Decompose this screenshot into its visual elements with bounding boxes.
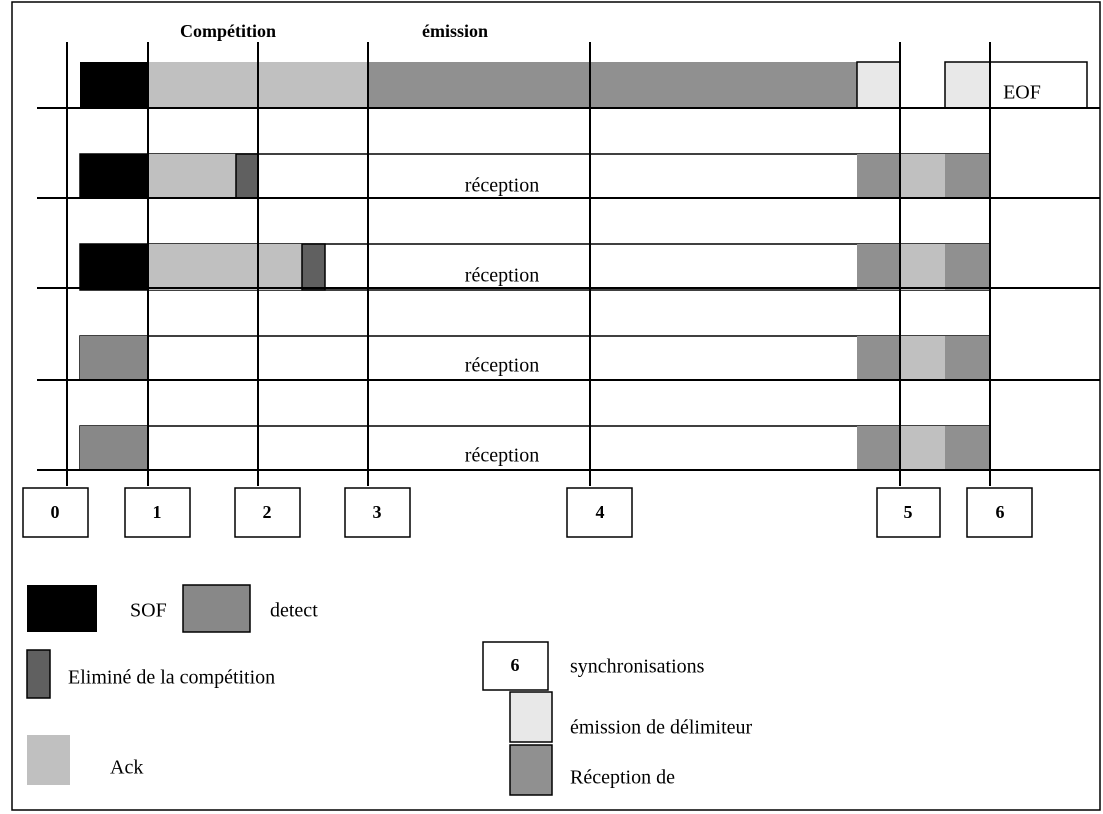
legend-label: émission de délimiteur [570, 717, 753, 739]
legend-sync-box [482, 641, 549, 691]
reception [945, 154, 990, 198]
reception [945, 244, 990, 290]
ack [900, 426, 945, 470]
reception [945, 336, 990, 380]
reception [857, 336, 900, 380]
legend-swatch [27, 585, 97, 632]
ack [148, 154, 236, 198]
legend-label: detect [270, 600, 318, 622]
legend-swatch [509, 744, 553, 796]
row-label: réception [465, 355, 539, 377]
ack [148, 244, 302, 290]
row: réception [79, 153, 991, 199]
reception [857, 426, 900, 470]
emission [368, 62, 857, 108]
ack [900, 154, 945, 198]
sync-label: 0 [51, 502, 60, 522]
sync-label: 2 [263, 502, 272, 522]
row: réception [79, 243, 991, 291]
frame [11, 1, 1101, 811]
sync-label: 3 [373, 502, 382, 522]
legend-swatch [182, 584, 251, 633]
delimiter [856, 61, 901, 109]
sync-label: 5 [904, 502, 913, 522]
legend-label: synchronisations [570, 656, 705, 678]
sync-label: 6 [996, 502, 1005, 522]
delimiter [944, 61, 991, 109]
row-label: réception [465, 265, 539, 287]
sof [80, 154, 148, 198]
detect [80, 426, 148, 470]
sync-lines [66, 42, 991, 486]
sync-label: 4 [596, 502, 605, 522]
row-label: réception [465, 445, 539, 467]
eof-label: EOF [1003, 82, 1041, 104]
eliminated [301, 243, 326, 291]
legend-swatch [509, 691, 553, 743]
sof [80, 62, 148, 108]
sync-boxes: 0 1 2 3 4 5 6 [22, 487, 1033, 538]
row: réception [79, 335, 991, 381]
header-competition: Compétition [180, 21, 276, 41]
reception [857, 244, 900, 290]
ack [900, 336, 945, 380]
row-label: réception [465, 175, 539, 197]
ack [900, 244, 945, 290]
header-emission: émission [422, 21, 488, 41]
eliminated [235, 153, 259, 199]
reception [945, 426, 990, 470]
legend: SOF detect Eliminé de la compétition Ack… [26, 584, 753, 796]
legend-label: SOF [130, 600, 167, 622]
legend-label: Réception de [570, 767, 675, 789]
detect [80, 336, 148, 380]
sync-label: 1 [153, 502, 162, 522]
legend-label: Eliminé de la compétition [68, 667, 275, 689]
row: réception [79, 425, 991, 471]
reception [857, 154, 900, 198]
legend-swatch [26, 649, 51, 699]
legend-swatch [27, 735, 70, 785]
bus-lines [37, 107, 1100, 471]
legend-label: 6 [511, 655, 520, 675]
sof [80, 244, 148, 290]
legend-label: Ack [110, 757, 143, 779]
